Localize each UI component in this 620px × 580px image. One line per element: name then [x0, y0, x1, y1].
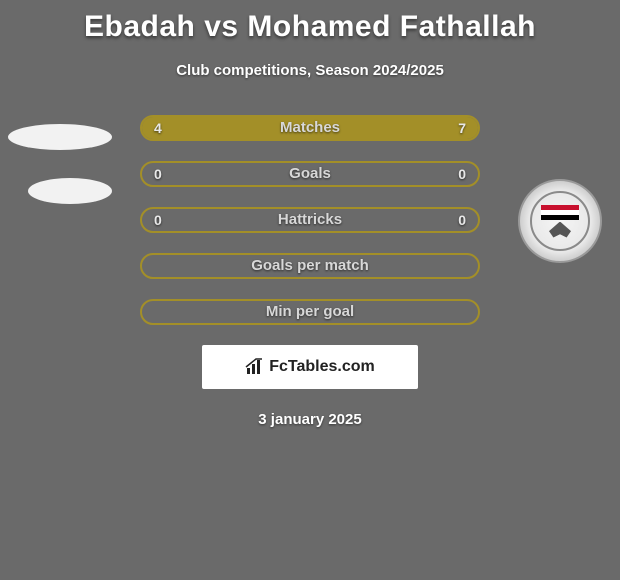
chart-icon [245, 358, 265, 376]
stat-bar: Goals per match [140, 253, 480, 279]
club-crest [518, 179, 602, 263]
left-placeholder-1 [8, 124, 112, 150]
flag-black [541, 215, 579, 220]
comparison-bars: 47Matches 00Goals 00Hattricks Goals per mat… [140, 115, 480, 325]
stat-label: Hattricks [142, 209, 478, 231]
left-placeholder-2 [28, 178, 112, 204]
date-text: 3 january 2025 [0, 411, 620, 428]
crest-inner [530, 191, 590, 251]
stat-bar: 00Hattricks [140, 207, 480, 233]
page-title: Ebadah vs Mohamed Fathallah [0, 0, 620, 44]
source-badge: FcTables.com [202, 345, 418, 389]
stat-label: Matches [142, 117, 478, 139]
stat-bar: Min per goal [140, 299, 480, 325]
stat-label: Min per goal [142, 301, 478, 323]
stat-label: Goals [142, 163, 478, 185]
source-text: FcTables.com [269, 358, 375, 376]
page-subtitle: Club competitions, Season 2024/2025 [0, 62, 620, 79]
eagle-icon [549, 222, 571, 238]
stat-bar: 47Matches [140, 115, 480, 141]
stat-label: Goals per match [142, 255, 478, 277]
stat-bar: 00Goals [140, 161, 480, 187]
